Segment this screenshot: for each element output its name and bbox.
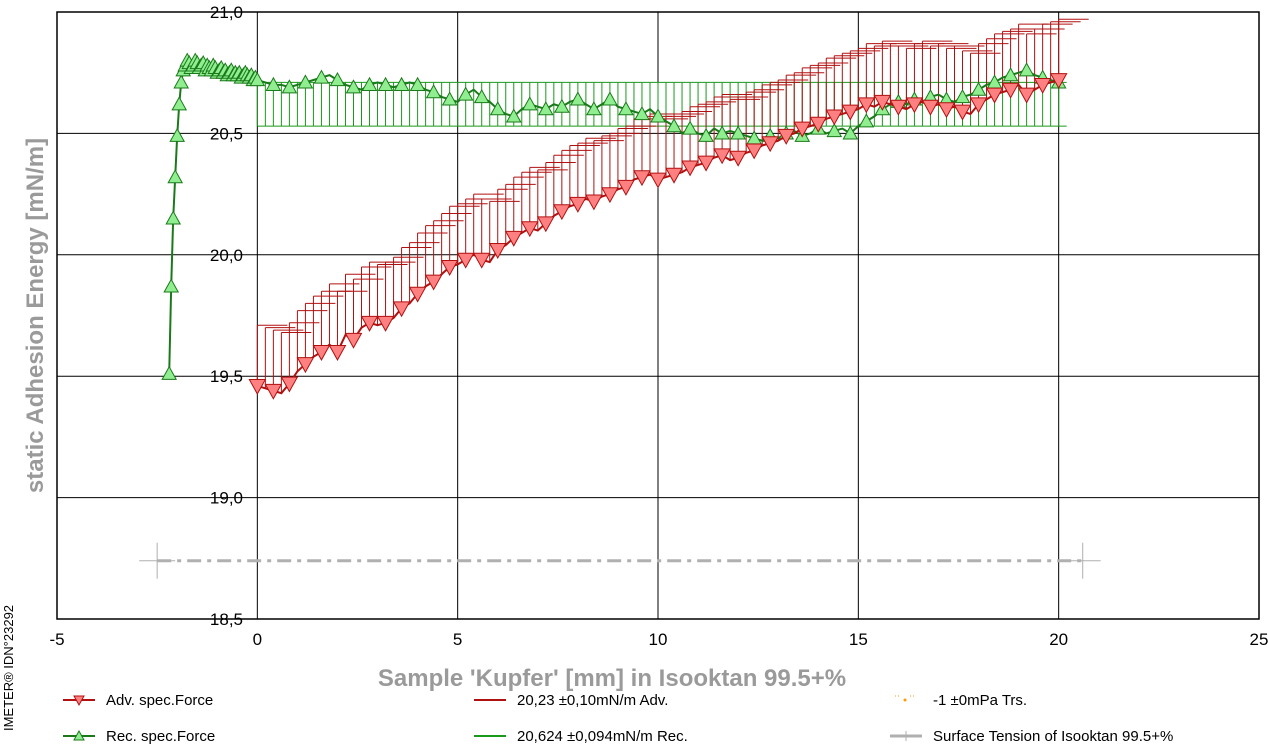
legend-item: Surface Tension of Isooktan 99.5+%: [890, 728, 1173, 745]
rec-data-point: [859, 114, 873, 127]
legend-swatch-dot: [904, 699, 907, 702]
adv-data-point: [490, 244, 506, 258]
adv-data-point: [458, 253, 474, 267]
adv-data-point: [650, 173, 666, 187]
y-tick-label: 18,5: [210, 610, 243, 629]
adv-data-point: [987, 88, 1003, 102]
rec-data-point: [603, 92, 617, 105]
rec-data-point: [683, 122, 697, 135]
rec-data-point: [459, 88, 473, 101]
rec-series-line: [169, 61, 1058, 374]
rec-data-point: [667, 119, 681, 132]
rec-data-point: [174, 75, 188, 88]
rec-data-point: [170, 129, 184, 142]
rec-data-point: [162, 367, 176, 380]
legend-label: Surface Tension of Isooktan 99.5+%: [933, 728, 1173, 745]
y-tick-label: 20,0: [210, 246, 243, 265]
rec-data-point: [166, 211, 180, 224]
x-tick-label: 25: [1250, 630, 1269, 649]
x-tick-label: -5: [49, 630, 64, 649]
x-tick-label: 20: [1049, 630, 1068, 649]
y-tick-label: 19,0: [210, 489, 243, 508]
y-axis-title: static Adhesion Energy [mN/m]: [22, 138, 49, 493]
legend-label: 20,624 ±0,094mN/m Rec.: [517, 728, 688, 745]
adv-data-point: [345, 333, 361, 347]
adv-data-point: [922, 100, 938, 114]
adv-data-point: [329, 346, 345, 360]
x-tick-label: 0: [253, 630, 262, 649]
adv-data-point: [1035, 78, 1051, 92]
adv-data-point: [682, 161, 698, 175]
y-tick-label: 19,5: [210, 367, 243, 386]
rec-data-point: [988, 75, 1002, 88]
adv-data-point: [938, 103, 954, 117]
legend: Adv. spec.Force 20,23 ±0,10mN/m Adv. -1 ±0…: [63, 692, 1173, 745]
legend-item: 20,23 ±0,10mN/m Adv.: [474, 692, 668, 709]
adv-data-point: [426, 275, 442, 289]
rec-data-point: [172, 97, 186, 110]
legend-label: -1 ±0mPa Trs.: [933, 692, 1027, 709]
rec-data-point: [164, 279, 178, 292]
side-watermark-label: IMETER® IDN°23292: [1, 605, 16, 731]
adv-data-point: [1019, 88, 1035, 102]
rec-data-point: [523, 97, 537, 110]
rec-data-point: [330, 73, 344, 86]
legend-label: Adv. spec.Force: [106, 692, 213, 709]
x-tick-label: 5: [453, 630, 462, 649]
adv-data-point: [554, 205, 570, 219]
adv-data-point: [313, 346, 329, 360]
legend-item: Rec. spec.Force: [63, 728, 215, 745]
tick-labels: -5 0 5 10 15 20 25 18,5 19,0 19,5 20,0 20,5 21,0: [49, 3, 1268, 649]
legend-label: Rec. spec.Force: [106, 728, 215, 745]
legend-item: -1 ±0mPa Trs.: [895, 692, 1027, 709]
rec-data-point: [571, 92, 585, 105]
x-axis-title: Sample 'Kupfer' [mm] in Isooktan 99.5+%: [378, 665, 846, 692]
y-tick-label: 20,5: [210, 124, 243, 143]
legend-item: Adv. spec.Force: [63, 692, 213, 709]
legend-item: 20,624 ±0,094mN/m Rec.: [474, 728, 688, 745]
y-tick-label: 21,0: [210, 3, 243, 22]
plot-series: [139, 19, 1101, 578]
rec-data-point: [168, 170, 182, 183]
rec-data-point: [1020, 63, 1034, 76]
rec-data-point: [587, 102, 601, 115]
adv-data-point: [586, 195, 602, 209]
x-tick-label: 10: [649, 630, 668, 649]
rec-data-point: [972, 83, 986, 96]
legend-label: 20,23 ±0,10mN/m Adv.: [517, 692, 668, 709]
x-tick-label: 15: [849, 630, 868, 649]
